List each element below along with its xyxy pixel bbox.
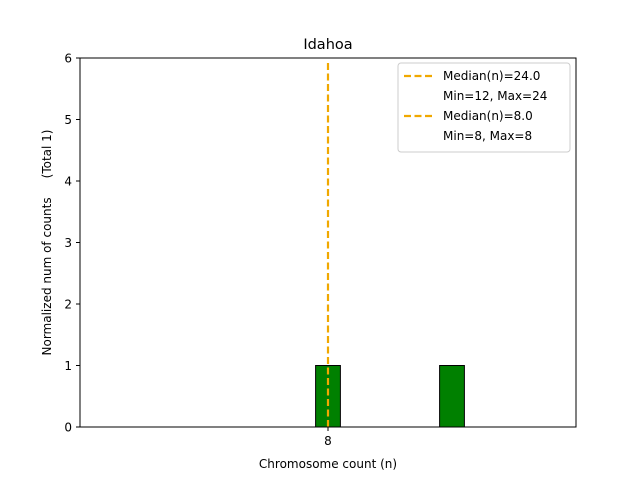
legend-label-2: Median(n)=8.0 bbox=[443, 109, 533, 123]
bar-1 bbox=[439, 365, 465, 428]
y-tick-label-6: 6 bbox=[64, 52, 72, 66]
legend: Median(n)=24.0 Min=12, Max=24 Median(n)=8.… bbox=[397, 62, 571, 153]
y-tick-label-4: 4 bbox=[64, 175, 72, 189]
y-tick-label-0: 0 bbox=[64, 421, 72, 435]
legend-label-3: Min=8, Max=8 bbox=[443, 129, 532, 143]
x-tick-label-0: 8 bbox=[324, 434, 332, 448]
y-axis-ticks: 0 1 2 3 4 5 6 bbox=[64, 52, 80, 435]
legend-label-0: Median(n)=24.0 bbox=[443, 69, 540, 83]
bars bbox=[315, 365, 465, 428]
chart-title: Idahoa bbox=[303, 37, 352, 53]
y-tick-label-5: 5 bbox=[64, 113, 72, 127]
y-tick-label-1: 1 bbox=[64, 359, 72, 373]
bar-0 bbox=[315, 365, 341, 428]
x-axis-ticks: 8 bbox=[324, 427, 332, 448]
legend-box bbox=[397, 62, 571, 153]
y-axis-label: Normalized num of counts (Total 1) bbox=[40, 130, 54, 356]
legend-label-1: Min=12, Max=24 bbox=[443, 89, 547, 103]
y-tick-label-3: 3 bbox=[64, 236, 72, 250]
x-axis-label: Chromosome count (n) bbox=[259, 457, 397, 471]
y-tick-label-2: 2 bbox=[64, 298, 72, 312]
